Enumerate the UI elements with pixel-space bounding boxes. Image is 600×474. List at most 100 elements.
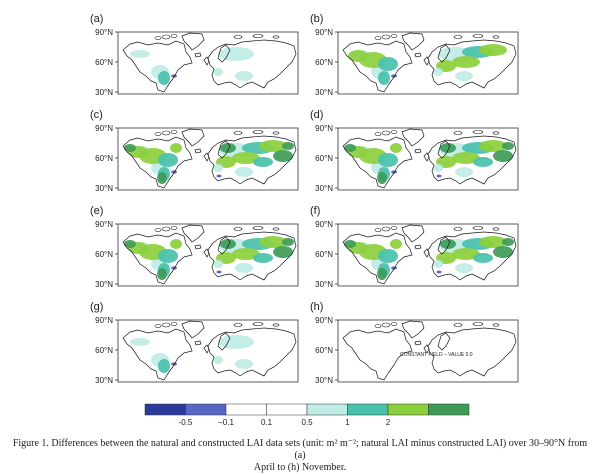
constant-field-label: CONSTANT FIELD – VALUE 0.0 [400, 352, 473, 358]
negative-difference-patch [171, 266, 177, 270]
coastline [437, 332, 451, 351]
colorbar-tick-label: 0.5 [301, 418, 313, 427]
map-frame [337, 319, 519, 383]
lai-difference-patch [130, 338, 150, 346]
coastline [401, 32, 425, 51]
negative-difference-patch [391, 266, 397, 270]
map-panel: (a) 90°N 60°N 30°N [90, 13, 299, 97]
negative-difference-patch [436, 174, 442, 178]
lai-difference-patch [452, 56, 480, 68]
coastline [181, 224, 205, 243]
lai-difference-patch [259, 140, 287, 152]
coastline [181, 320, 205, 339]
lat-tick-label: 60°N [95, 154, 113, 163]
lat-tick-label: 30°N [315, 184, 333, 193]
lai-difference-patch [348, 50, 368, 62]
map-panel: (h) 90°N 60°N 30°N CONSTANT FIELD – VALUE 0.… [310, 301, 519, 385]
colorbar-tick-label: −0.1 [218, 418, 234, 427]
lai-difference-patch [378, 249, 398, 263]
coastline [342, 232, 413, 285]
negative-difference-patch [171, 74, 177, 78]
panel-label: (e) [90, 205, 103, 217]
coastline [203, 344, 210, 354]
negative-difference-patch [171, 362, 177, 366]
lai-difference-patch [344, 144, 356, 152]
lai-difference-patch [213, 260, 223, 268]
lai-difference-patch [479, 236, 507, 248]
lat-tick-label: 90°N [315, 220, 333, 229]
coastline [203, 152, 210, 162]
lai-difference-patch [213, 164, 223, 172]
map-frame [337, 31, 519, 95]
lai-difference-patch [124, 240, 136, 248]
colorbar-swatch [306, 403, 348, 416]
negative-difference-patch [436, 270, 442, 274]
coastline [423, 152, 430, 162]
lai-difference-patch [235, 71, 253, 81]
lat-tick-label: 60°N [95, 250, 113, 259]
lai-difference-patch [232, 152, 260, 164]
lat-tick-label: 30°N [315, 280, 333, 289]
lai-difference-patch [377, 268, 387, 280]
map-frame [337, 223, 519, 287]
colorbar-swatch [144, 403, 186, 416]
colorbar-swatch [428, 403, 470, 416]
coastline [437, 236, 451, 255]
coastline [122, 232, 193, 285]
coastline [401, 320, 425, 339]
coastline [207, 135, 297, 185]
colorbar-swatch [266, 403, 308, 416]
lai-difference-patch [170, 239, 182, 249]
map-frame [117, 127, 299, 191]
coastline [401, 224, 425, 243]
lai-difference-patch [235, 359, 253, 369]
lai-difference-patch [124, 144, 136, 152]
coastline [342, 328, 413, 381]
lat-tick-label: 90°N [95, 220, 113, 229]
map-frame [117, 319, 299, 383]
lai-difference-patch [158, 359, 170, 373]
lai-difference-patch [213, 68, 223, 76]
coastline [423, 248, 430, 258]
lat-tick-label: 30°N [95, 376, 113, 385]
lai-difference-patch [213, 356, 223, 364]
lai-difference-patch [377, 172, 387, 184]
coastline [217, 332, 231, 351]
lai-difference-patch [282, 238, 294, 246]
lai-difference-patch [273, 246, 293, 258]
lai-difference-patch [157, 268, 167, 280]
panel-label: (c) [90, 109, 103, 121]
lai-difference-patch [502, 142, 514, 150]
lai-difference-patch [433, 68, 443, 76]
lai-difference-patch [440, 143, 456, 153]
lai-difference-patch [235, 263, 253, 273]
coastline [423, 344, 430, 354]
colorbar-swatch [225, 403, 267, 416]
coastline [181, 32, 205, 51]
coastline [414, 244, 422, 250]
coastline [342, 136, 413, 189]
lai-difference-patch [344, 240, 356, 248]
panel-label: (d) [310, 109, 323, 121]
lai-difference-patch [440, 239, 456, 249]
panel-label: (h) [310, 301, 323, 313]
lai-difference-patch [158, 71, 170, 85]
lat-tick-label: 60°N [315, 154, 333, 163]
lai-difference-patch [253, 253, 273, 263]
coastline [194, 148, 202, 154]
coastline [427, 135, 517, 185]
lai-difference-patch [390, 143, 402, 153]
coastline [217, 140, 231, 159]
panel-label: (g) [90, 301, 103, 313]
coastline [203, 248, 210, 258]
coastline [194, 340, 202, 346]
caption-line-1: Figure 1. Differences between the natura… [12, 438, 588, 461]
lai-difference-patch [455, 263, 473, 273]
colorbar-tick-label: 2 [386, 418, 391, 427]
lai-difference-patch [170, 143, 182, 153]
lai-difference-patch [433, 260, 443, 268]
map-frame [337, 127, 519, 191]
lat-tick-label: 90°N [315, 124, 333, 133]
coastline [437, 44, 451, 63]
